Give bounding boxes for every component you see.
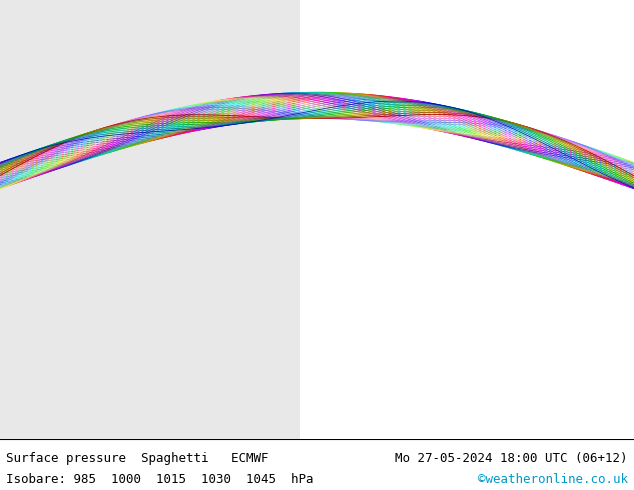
Bar: [0, 0, 301, 439]
Text: ©weatheronline.co.uk: ©weatheronline.co.uk: [477, 473, 628, 486]
Text: Surface pressure  Spaghetti   ECMWF: Surface pressure Spaghetti ECMWF: [6, 452, 269, 465]
Text: Mo 27-05-2024 18:00 UTC (06+12): Mo 27-05-2024 18:00 UTC (06+12): [395, 452, 628, 465]
Text: Isobare: 985  1000  1015  1030  1045  hPa: Isobare: 985 1000 1015 1030 1045 hPa: [6, 473, 314, 486]
